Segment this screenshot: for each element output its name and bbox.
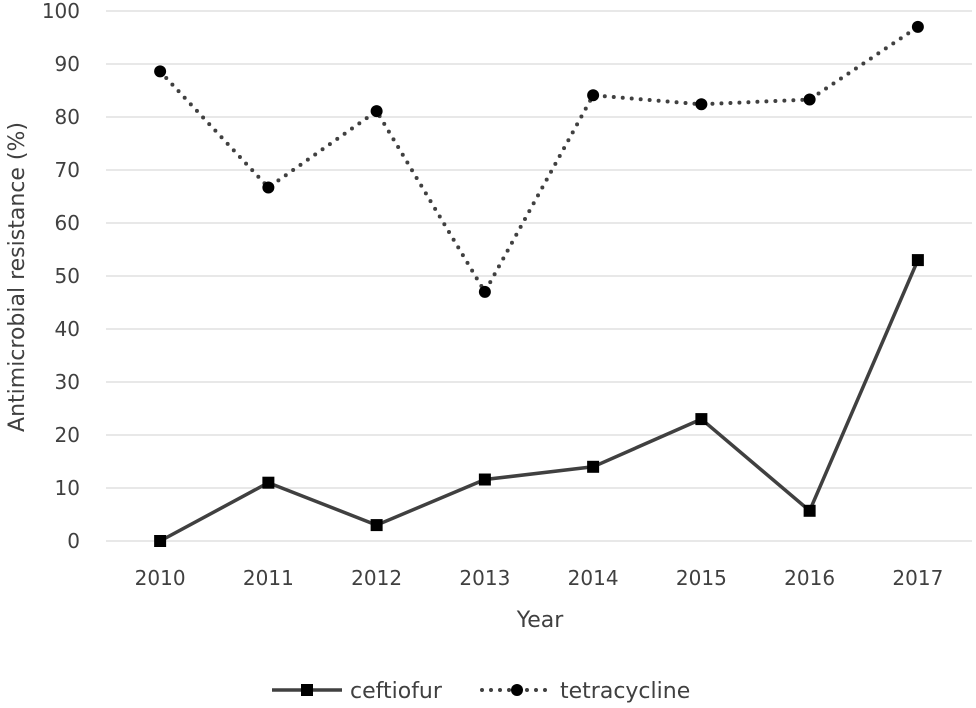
y-tick-label: 20 xyxy=(55,423,80,447)
x-axis-ticks: 2010 2011 2012 2013 2014 2015 2016 2017 xyxy=(135,566,944,590)
data-point-tetracycline xyxy=(478,285,491,298)
data-point-tetracycline xyxy=(803,93,816,106)
legend-marker xyxy=(301,684,313,696)
y-axis-ticks: 0 10 20 30 40 50 60 70 80 90 100 xyxy=(42,0,80,553)
x-tick-label: 2015 xyxy=(676,566,727,590)
data-point-ceftiofur xyxy=(262,476,275,489)
data-point-tetracycline xyxy=(587,89,600,102)
legend-item-ceftiofur: ceftiofur xyxy=(272,679,443,704)
data-point-ceftiofur xyxy=(370,519,383,532)
data-point-tetracycline xyxy=(154,65,167,78)
legend: ceftiofur tetracycline xyxy=(272,679,690,704)
legend-item-tetracycline: tetracycline xyxy=(480,679,690,704)
data-point-ceftiofur xyxy=(587,460,600,473)
y-tick-label: 60 xyxy=(55,211,80,235)
data-point-ceftiofur xyxy=(478,473,491,486)
x-tick-label: 2013 xyxy=(459,566,510,590)
data-point-tetracycline xyxy=(262,181,275,194)
data-point-ceftiofur xyxy=(911,254,924,267)
data-point-ceftiofur xyxy=(154,535,167,547)
series-tetracycline xyxy=(154,20,924,298)
y-tick-label: 80 xyxy=(55,105,80,129)
y-tick-label: 30 xyxy=(55,370,80,394)
y-tick-label: 90 xyxy=(55,52,80,76)
y-tick-label: 0 xyxy=(67,529,80,553)
legend-label: ceftiofur xyxy=(350,679,443,704)
x-tick-label: 2014 xyxy=(568,566,619,590)
y-tick-label: 50 xyxy=(55,264,80,288)
series-line-ceftiofur xyxy=(159,259,920,543)
y-tick-label: 70 xyxy=(55,158,80,182)
data-point-tetracycline xyxy=(370,105,383,118)
x-tick-label: 2011 xyxy=(243,566,294,590)
x-tick-label: 2017 xyxy=(892,566,943,590)
y-tick-label: 100 xyxy=(42,0,80,23)
legend-marker xyxy=(511,684,523,696)
x-tick-label: 2010 xyxy=(135,566,186,590)
series-lines xyxy=(154,20,924,547)
data-point-ceftiofur xyxy=(803,504,816,517)
data-point-ceftiofur xyxy=(695,413,708,426)
x-tick-label: 2016 xyxy=(784,566,835,590)
x-tick-label: 2012 xyxy=(351,566,402,590)
x-axis-title: Year xyxy=(516,608,565,633)
data-point-tetracycline xyxy=(911,20,924,33)
series-ceftiofur xyxy=(154,254,924,547)
gridlines xyxy=(106,10,972,542)
data-point-tetracycline xyxy=(695,98,708,111)
legend-label: tetracycline xyxy=(560,679,690,704)
series-line-tetracycline xyxy=(158,24,920,294)
y-tick-label: 10 xyxy=(55,476,80,500)
y-axis-title: Antimicrobial resistance (%) xyxy=(5,122,30,432)
y-tick-label: 40 xyxy=(55,317,80,341)
